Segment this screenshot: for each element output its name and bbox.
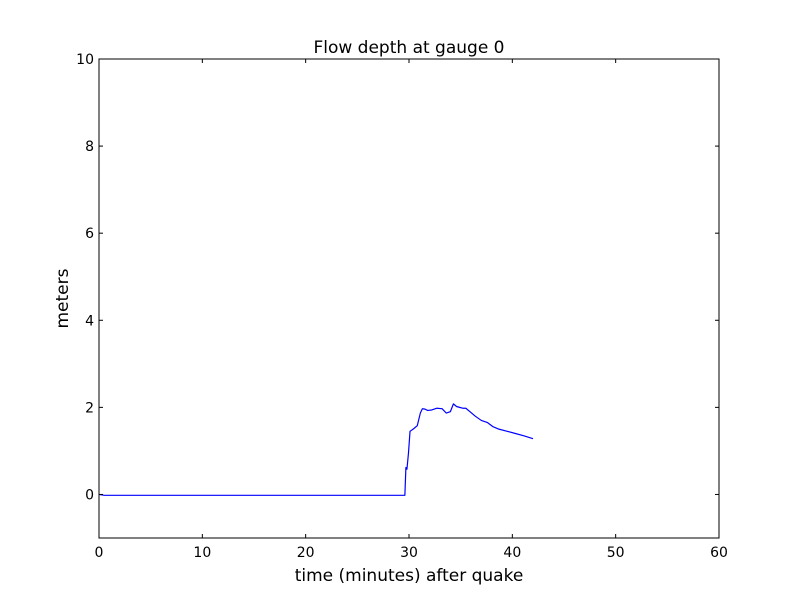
x-tick-label: 10 — [193, 545, 211, 561]
x-tick-label: 20 — [297, 545, 315, 561]
plot-area — [98, 403, 534, 496]
y-tick-label: 4 — [85, 313, 94, 329]
y-tick-label: 6 — [85, 226, 94, 242]
x-tick-label: 0 — [95, 545, 104, 561]
x-tick-label: 50 — [607, 545, 625, 561]
y-axis-label: meters — [53, 268, 73, 328]
plot-frame — [98, 58, 720, 539]
y-tick-label: 0 — [85, 487, 94, 503]
y-tick-label: 10 — [76, 52, 94, 68]
chart-title: Flow depth at gauge 0 — [313, 38, 504, 58]
x-tick-label: 60 — [710, 545, 728, 561]
y-tick-label: 8 — [85, 139, 94, 155]
y-tick-label: 2 — [85, 400, 94, 416]
x-tick-label: 30 — [400, 545, 418, 561]
x-tick-label: 40 — [503, 545, 521, 561]
x-axis-label: time (minutes) after quake — [295, 566, 524, 586]
series-line-0 — [98, 403, 534, 496]
